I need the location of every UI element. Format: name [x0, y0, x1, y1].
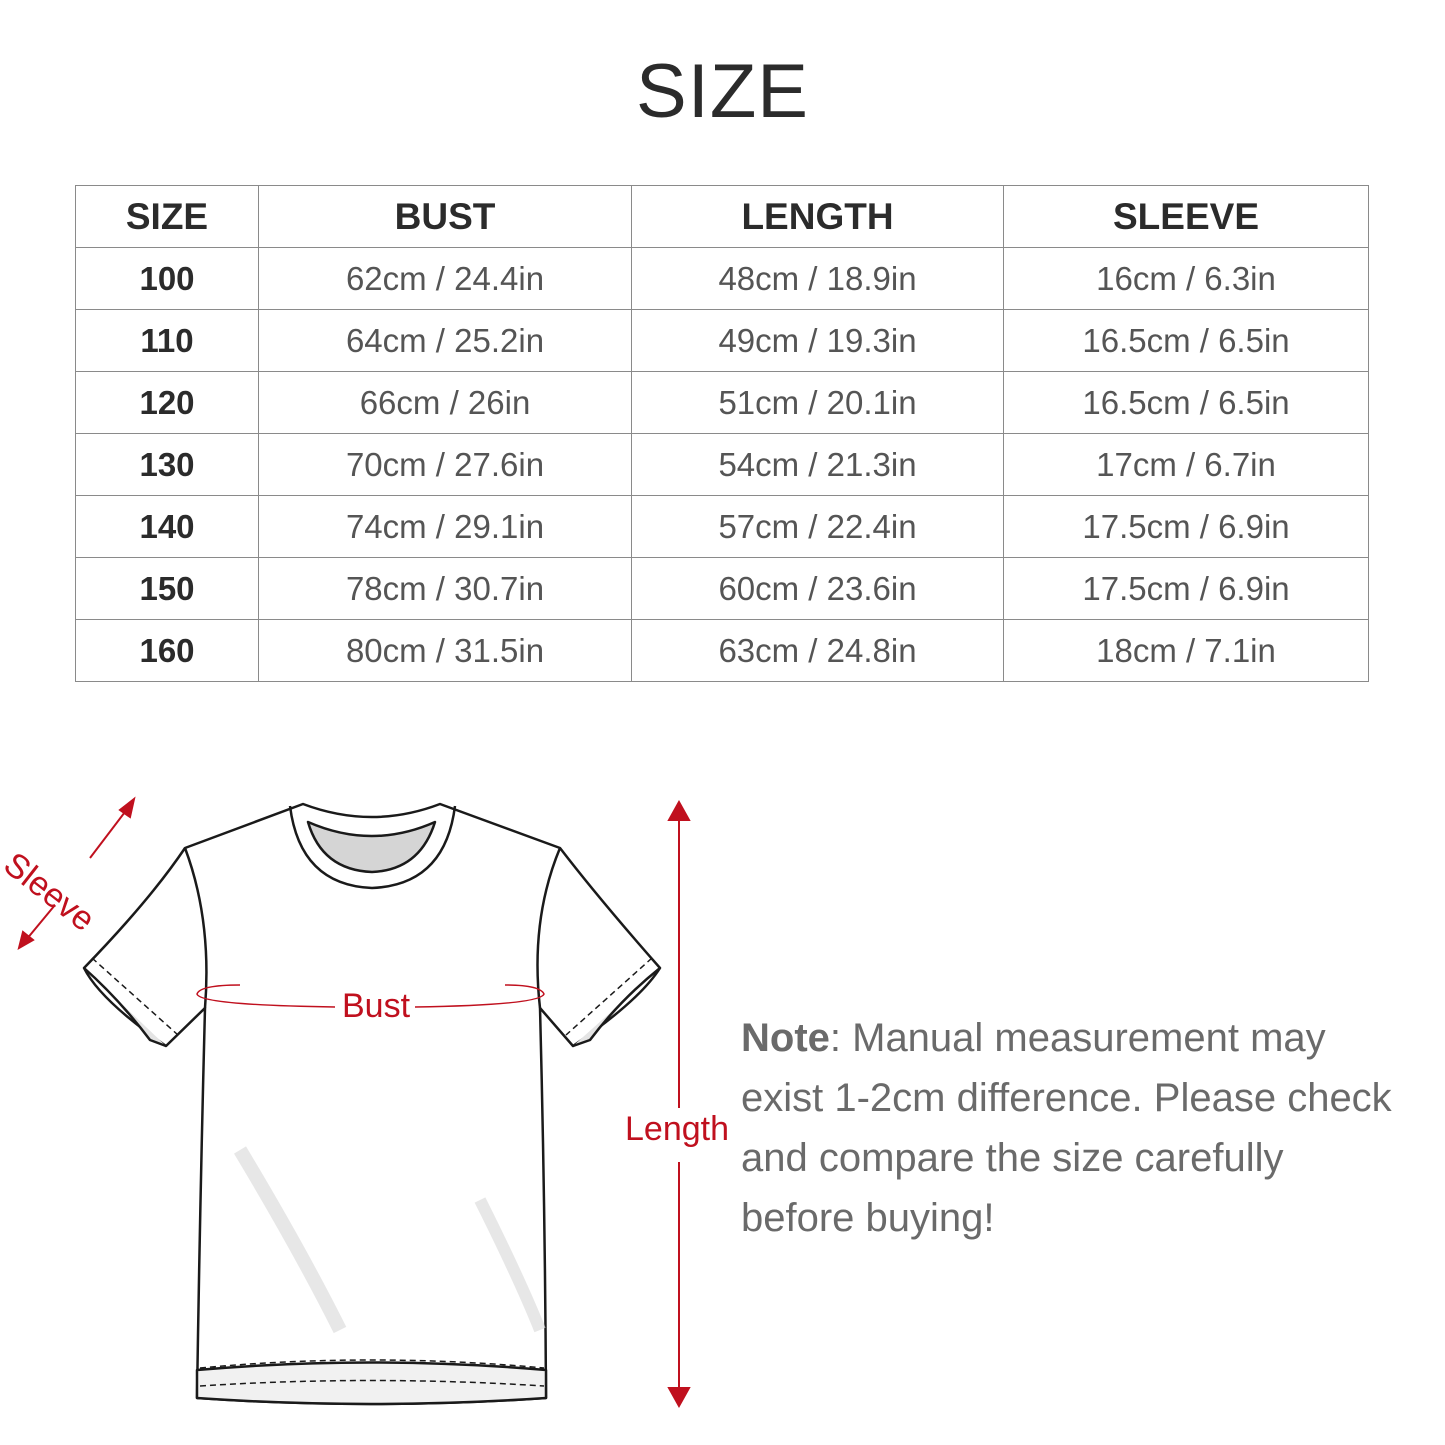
cell-sleeve: 17.5cm / 6.9in [1003, 495, 1369, 558]
header-length: LENGTH [631, 185, 1004, 248]
table-row: 110 64cm / 25.2in 49cm / 19.3in 16.5cm / 6.… [75, 309, 1369, 372]
cell-length: 57cm / 22.4in [631, 495, 1004, 558]
cell-bust: 80cm / 31.5in [258, 619, 632, 682]
cell-sleeve: 16cm / 6.3in [1003, 247, 1369, 310]
sleeve-measure-arrow [17, 796, 136, 951]
cell-sleeve: 18cm / 7.1in [1003, 619, 1369, 682]
length-label: Length [625, 1110, 729, 1149]
cell-length: 63cm / 24.8in [631, 619, 1004, 682]
measurement-note: Note: Manual measurement may exist 1-2cm… [741, 1008, 1401, 1248]
bust-measure-line [196, 984, 545, 1008]
table-row: 140 74cm / 29.1in 57cm / 22.4in 17.5cm / 6.… [75, 495, 1369, 558]
cell-length: 49cm / 19.3in [631, 309, 1004, 372]
cell-sleeve: 16.5cm / 6.5in [1003, 309, 1369, 372]
bust-label: Bust [338, 987, 415, 1026]
cell-bust: 66cm / 26in [258, 371, 632, 434]
table-row: 130 70cm / 27.6in 54cm / 21.3in 17cm / 6.7i… [75, 433, 1369, 496]
table-row: 120 66cm / 26in 51cm / 20.1in 16.5cm / 6.5i… [75, 371, 1369, 434]
header-sleeve: SLEEVE [1003, 185, 1369, 248]
cell-size: 150 [75, 557, 259, 620]
cell-size: 110 [75, 309, 259, 372]
cell-bust: 78cm / 30.7in [258, 557, 632, 620]
cell-length: 54cm / 21.3in [631, 433, 1004, 496]
cell-bust: 74cm / 29.1in [258, 495, 632, 558]
table-row: 160 80cm / 31.5in 63cm / 24.8in 18cm / 7.1i… [75, 619, 1369, 682]
table-row: 100 62cm / 24.4in 48cm / 18.9in 16cm / 6.3i… [75, 247, 1369, 310]
cell-length: 48cm / 18.9in [631, 247, 1004, 310]
cell-sleeve: 16.5cm / 6.5in [1003, 371, 1369, 434]
cell-length: 60cm / 23.6in [631, 557, 1004, 620]
length-measure-arrow [667, 799, 691, 1409]
note-text: : Manual measurement may exist 1-2cm dif… [741, 1016, 1392, 1240]
cell-size: 130 [75, 433, 259, 496]
page-title: SIZE [636, 49, 809, 134]
cell-length: 51cm / 20.1in [631, 371, 1004, 434]
note-label: Note [741, 1016, 830, 1060]
header-size: SIZE [75, 185, 259, 248]
cell-size: 160 [75, 619, 259, 682]
cell-sleeve: 17cm / 6.7in [1003, 433, 1369, 496]
cell-size: 100 [75, 247, 259, 310]
cell-size: 140 [75, 495, 259, 558]
size-table: SIZE BUST LENGTH SLEEVE 100 62cm / 24.4in… [75, 185, 1369, 682]
table-row: 150 78cm / 30.7in 60cm / 23.6in 17.5cm / 6.… [75, 557, 1369, 620]
tshirt-illustration [82, 802, 662, 1406]
cell-bust: 62cm / 24.4in [258, 247, 632, 310]
cell-sleeve: 17.5cm / 6.9in [1003, 557, 1369, 620]
cell-bust: 70cm / 27.6in [258, 433, 632, 496]
cell-bust: 64cm / 25.2in [258, 309, 632, 372]
